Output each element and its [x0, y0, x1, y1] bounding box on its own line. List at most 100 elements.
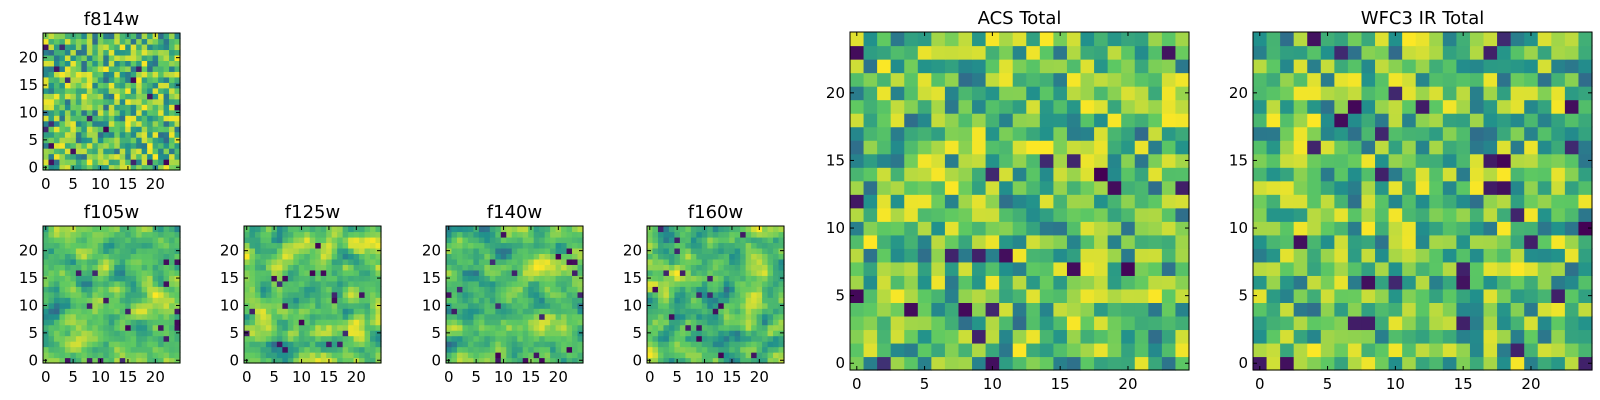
- heatmap-cell: [331, 357, 338, 364]
- heatmap-cell: [511, 324, 518, 331]
- heatmap-cell: [342, 280, 349, 287]
- heatmap-cell: [103, 335, 110, 342]
- heatmap-cell: [1307, 234, 1322, 249]
- heatmap-cell: [320, 357, 327, 364]
- heatmap-cell: [1253, 86, 1268, 101]
- heatmap-cell: [1293, 32, 1308, 47]
- heatmap-cell: [64, 275, 71, 282]
- heatmap-cell: [348, 346, 355, 353]
- heatmap-cell: [147, 352, 154, 359]
- heatmap-cell: [141, 236, 148, 244]
- heatmap-cell: [75, 33, 82, 40]
- heatmap-cell: [999, 99, 1014, 114]
- heatmap-cell: [114, 115, 121, 122]
- heatmap-cell: [304, 253, 311, 260]
- heatmap-cell: [517, 357, 524, 364]
- heatmap-cell: [489, 330, 496, 337]
- heatmap-cell: [1564, 234, 1580, 249]
- heatmap-cell: [1537, 45, 1552, 60]
- heatmap-cell: [572, 319, 579, 326]
- heatmap-cell: [707, 275, 714, 282]
- heatmap-cell: [500, 231, 507, 238]
- heatmap-cell: [1107, 59, 1122, 74]
- heatmap-cell: [652, 236, 659, 244]
- heatmap-cell: [1039, 315, 1054, 331]
- heatmap-cell: [114, 280, 121, 287]
- heatmap-cell: [1469, 45, 1485, 60]
- heatmap-cell: [740, 253, 747, 260]
- heatmap-cell: [1402, 315, 1417, 331]
- heatmap-cell: [566, 253, 573, 260]
- heatmap-cell: [1094, 167, 1109, 182]
- heatmap-cell: [81, 226, 88, 233]
- heatmap-cell: [1307, 194, 1322, 209]
- heatmap-cell: [1334, 180, 1349, 195]
- heatmap-cell: [729, 231, 736, 238]
- heatmap-cell: [70, 71, 77, 78]
- heatmap-cell: [97, 49, 104, 56]
- heatmap-cell: [1375, 167, 1390, 182]
- f160w-title: f160w: [688, 202, 743, 223]
- heatmap-cell: [1134, 248, 1149, 263]
- heatmap-cell: [1148, 329, 1163, 344]
- heatmap-cell: [130, 280, 137, 287]
- heatmap-cell: [103, 269, 110, 276]
- heatmap-cell: [309, 269, 316, 276]
- heatmap-cell: [337, 330, 344, 337]
- heatmap-cell: [462, 324, 469, 331]
- heatmap-cell: [1280, 261, 1295, 276]
- heatmap-cell: [701, 308, 708, 315]
- heatmap-cell: [158, 264, 165, 271]
- heatmap-cell: [158, 131, 165, 138]
- heatmap-cell: [1280, 72, 1295, 87]
- heatmap-cell: [1524, 342, 1539, 358]
- heatmap-cell: [1012, 59, 1027, 74]
- heatmap-cell: [1497, 140, 1512, 155]
- heatmap-cell: [767, 236, 774, 244]
- heatmap-cell: [863, 302, 878, 317]
- heatmap-cell: [484, 313, 491, 320]
- heatmap-cell: [125, 352, 132, 359]
- heatmap-cell: [1551, 288, 1566, 303]
- heatmap-cell: [1320, 45, 1335, 60]
- heatmap-cell: [1442, 153, 1457, 168]
- heatmap-cell: [467, 236, 474, 244]
- heatmap-cell: [1442, 99, 1457, 114]
- heatmap-cell: [561, 286, 568, 293]
- heatmap-cell: [1080, 315, 1095, 331]
- heatmap-cell: [147, 231, 154, 238]
- heatmap-cell: [103, 258, 110, 265]
- heatmap-cell: [260, 247, 267, 254]
- heatmap-cell: [958, 153, 973, 168]
- heatmap-cell: [467, 291, 474, 298]
- heatmap-cell: [70, 297, 77, 304]
- heatmap-cell: [958, 207, 973, 222]
- heatmap-cell: [119, 142, 126, 149]
- heatmap-cell: [478, 242, 485, 249]
- heatmap-cell: [1564, 248, 1580, 263]
- heatmap-cell: [1066, 153, 1082, 168]
- heatmap-cell: [668, 280, 675, 287]
- heatmap-cell: [271, 297, 278, 304]
- heatmap-cell: [999, 356, 1014, 371]
- heatmap-cell: [1469, 356, 1485, 371]
- heatmap-cell: [114, 33, 121, 40]
- heatmap-cell: [370, 308, 377, 315]
- heatmap-cell: [1293, 153, 1308, 168]
- heatmap-cell: [1012, 180, 1027, 195]
- heatmap-cell: [473, 264, 480, 271]
- heatmap-cell: [163, 38, 170, 45]
- heatmap-cell: [904, 32, 919, 47]
- heatmap-cell: [767, 346, 774, 353]
- heatmap-cell: [451, 247, 458, 254]
- heatmap-cell: [1094, 234, 1109, 249]
- heatmap-cell: [723, 231, 730, 238]
- heatmap-cell: [1134, 329, 1149, 344]
- heatmap-cell: [1388, 113, 1403, 128]
- heatmap-cell: [1107, 126, 1122, 141]
- heatmap-cell: [985, 315, 1000, 331]
- heatmap-cell: [169, 164, 176, 171]
- heatmap-cell: [141, 275, 148, 282]
- heatmap-cell: [1053, 248, 1068, 263]
- heatmap-cell: [729, 236, 736, 244]
